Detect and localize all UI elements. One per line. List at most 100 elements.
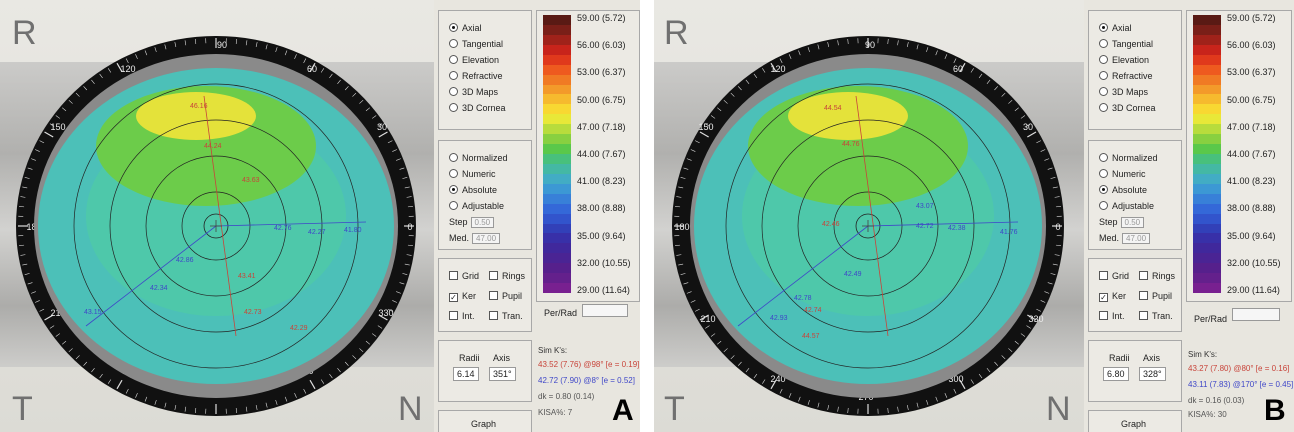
- scale-swatch: [543, 154, 571, 165]
- per-rad-field[interactable]: [582, 304, 628, 317]
- dial-tick: [1014, 340, 1019, 345]
- dial-tick: [1008, 99, 1013, 104]
- radio-absolute[interactable]: Absolute: [449, 185, 497, 195]
- scale-label: 32.00 (10.55): [577, 257, 631, 268]
- dial-tick: [344, 361, 349, 366]
- scale-swatch: [1193, 84, 1221, 95]
- map-value-label: 42.49: [844, 271, 862, 278]
- check-ker[interactable]: ✓ Ker: [449, 291, 477, 302]
- dial-tick: [39, 308, 45, 312]
- simk-1: 43.27 (7.80) @80° [e = 0.16]: [1188, 364, 1290, 373]
- step-select[interactable]: 0.50: [470, 217, 495, 228]
- radii-field[interactable]: 6.14: [453, 367, 479, 381]
- flat-meridian: [867, 221, 1019, 227]
- check-grid[interactable]: Grid: [1099, 271, 1129, 281]
- check-grid[interactable]: Grid: [449, 271, 479, 281]
- dial-tick: [75, 355, 80, 360]
- radio-numeric[interactable]: Numeric: [1099, 169, 1146, 179]
- dial-tick: [275, 399, 278, 405]
- dial-tick: [61, 340, 67, 345]
- scale-swatch: [1193, 34, 1221, 46]
- scale-swatch: [543, 183, 571, 195]
- axis-field[interactable]: 328°: [1139, 367, 1166, 381]
- radio-axial[interactable]: Axial: [449, 23, 482, 33]
- radio-3d-cornea[interactable]: 3D Cornea: [449, 103, 506, 113]
- map-zone-yellow: [788, 92, 908, 140]
- scale-swatch: [1193, 183, 1221, 195]
- radio-normalized[interactable]: Normalized: [1099, 153, 1158, 163]
- radio-tangential[interactable]: Tangential: [1099, 39, 1153, 49]
- radio-elevation[interactable]: Elevation: [1099, 55, 1149, 65]
- dial-tick: [135, 54, 138, 59]
- map-value-label: 42.29: [290, 325, 308, 332]
- check-tran[interactable]: Tran.: [1139, 311, 1173, 321]
- dial-tick: [737, 361, 742, 366]
- med-select[interactable]: 47.00: [1122, 233, 1151, 244]
- scale-swatch: [1193, 163, 1221, 175]
- check-pupil[interactable]: Pupil: [1139, 291, 1172, 301]
- dial-tick: [788, 393, 792, 398]
- degree-label: 30: [377, 122, 387, 132]
- map-value-label: 44.54: [824, 105, 842, 112]
- radio-axial[interactable]: Axial: [1099, 23, 1132, 33]
- color-scale-panel-b: 59.00 (5.72) 56.00 (6.03) 53.00 (6.37) 50.0…: [1186, 10, 1292, 302]
- check-ker[interactable]: ✓ Ker: [1099, 291, 1127, 302]
- radio-elevation[interactable]: Elevation: [449, 55, 499, 65]
- radio-numeric[interactable]: Numeric: [449, 169, 496, 179]
- graph-button-a[interactable]: Graph: [438, 410, 532, 432]
- step-select[interactable]: 0.50: [1120, 217, 1145, 228]
- med-control: Med. 47.00: [449, 233, 501, 244]
- dial-tick: [686, 291, 692, 294]
- radio-tangential[interactable]: Tangential: [449, 39, 503, 49]
- dial-tick: [970, 68, 974, 73]
- simk-1: 43.52 (7.76) @98° [e = 0.19]: [538, 360, 640, 369]
- scale-swatch: [543, 64, 571, 76]
- axis-field[interactable]: 351°: [489, 367, 516, 381]
- dial-tick: [378, 131, 388, 138]
- scale-swatch: [543, 94, 571, 105]
- radio-3d-maps[interactable]: 3D Maps: [1099, 87, 1148, 97]
- per-rad-field[interactable]: [1232, 308, 1280, 321]
- radio-refractive[interactable]: Refractive: [449, 71, 503, 81]
- graph-button-b[interactable]: Graph: [1088, 410, 1182, 432]
- map-value-label: 42.93: [770, 315, 788, 322]
- dial-tick: [1044, 158, 1050, 161]
- check-int[interactable]: Int.: [1099, 311, 1125, 321]
- radio-3d-maps[interactable]: 3D Maps: [449, 87, 498, 97]
- scale-swatch: [543, 203, 571, 215]
- corneal-map-b: 901206015030180021033024030027044.5444.7…: [672, 36, 1064, 416]
- radio-absolute[interactable]: Absolute: [1099, 185, 1147, 195]
- check-int[interactable]: Int.: [449, 311, 475, 321]
- dial-tick: [837, 406, 839, 412]
- dial-tick: [396, 158, 401, 161]
- dial-tick: [245, 40, 248, 46]
- check-pupil[interactable]: Pupil: [489, 291, 522, 301]
- dial-tick: [762, 379, 766, 384]
- dial-tick: [807, 399, 810, 405]
- dial-tick: [68, 99, 73, 104]
- dial-tick: [959, 62, 966, 73]
- med-select[interactable]: 47.00: [472, 233, 501, 244]
- dial-tick: [1054, 196, 1060, 198]
- per-rad-label: Per/Rad: [1194, 314, 1228, 324]
- radio-refractive[interactable]: Refractive: [1099, 71, 1153, 81]
- check-rings[interactable]: Rings: [1139, 271, 1175, 281]
- dial-tick: [1026, 325, 1031, 329]
- check-tran[interactable]: Tran.: [489, 311, 523, 321]
- radio-3d-cornea[interactable]: 3D Cornea: [1099, 103, 1156, 113]
- dial-tick: [807, 47, 810, 53]
- map-value-label: 42.38: [948, 225, 966, 232]
- scale-label: 59.00 (5.72): [1227, 13, 1276, 23]
- dial-tick: [99, 73, 103, 79]
- scale-label: 29.00 (11.64): [1227, 285, 1280, 295]
- radii-field[interactable]: 6.80: [1103, 367, 1129, 381]
- radio-adjustable[interactable]: Adjustable: [449, 201, 504, 211]
- dial-tick: [107, 379, 112, 384]
- dial-tick: [49, 123, 55, 127]
- radio-normalized[interactable]: Normalized: [449, 153, 508, 163]
- radio-adjustable[interactable]: Adjustable: [1099, 201, 1154, 211]
- dial-tick: [309, 62, 316, 73]
- check-rings[interactable]: Rings: [489, 271, 525, 281]
- scale-label: 29.00 (11.64): [577, 285, 630, 295]
- dial-tick: [779, 388, 783, 394]
